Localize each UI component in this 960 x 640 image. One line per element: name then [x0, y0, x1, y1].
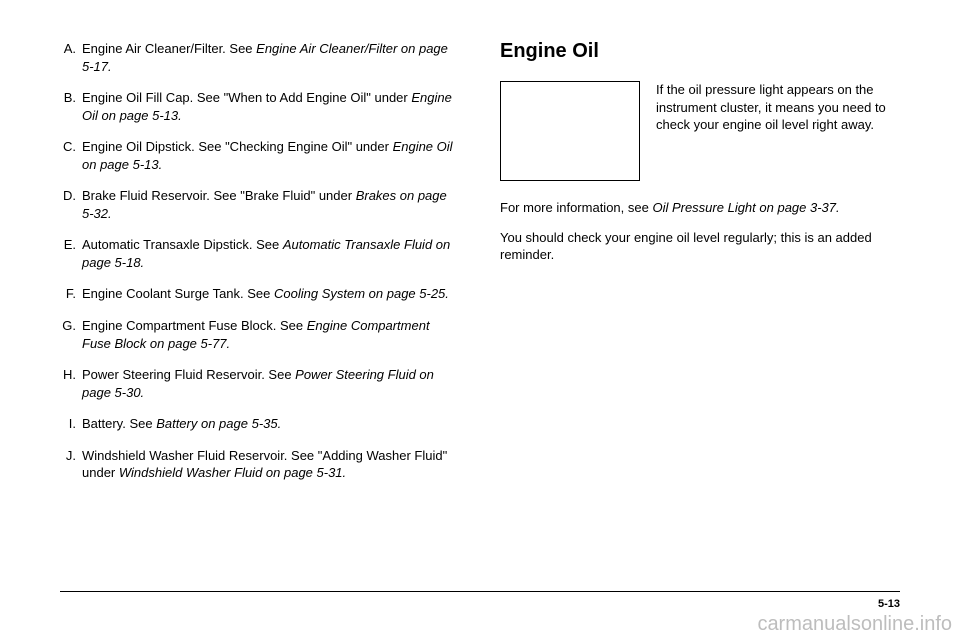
list-text: Engine Air Cleaner/Filter. See Engine Ai…	[82, 40, 460, 75]
paragraph: You should check your engine oil level r…	[500, 229, 900, 264]
list-text: Windshield Washer Fluid Reservoir. See "…	[82, 447, 460, 482]
page-number: 5-13	[878, 598, 900, 610]
list-text: Brake Fluid Reservoir. See "Brake Fluid"…	[82, 187, 460, 222]
list-letter: I.	[60, 415, 82, 433]
oil-pressure-light-image	[500, 81, 640, 181]
list-item: I.Battery. See Battery on page 5-35.	[60, 415, 460, 433]
list-item: B.Engine Oil Fill Cap. See "When to Add …	[60, 89, 460, 124]
list-item: C.Engine Oil Dipstick. See "Checking Eng…	[60, 138, 460, 173]
list-text: Engine Coolant Surge Tank. See Cooling S…	[82, 285, 460, 303]
footer-divider	[60, 591, 900, 592]
oil-block: If the oil pressure light appears on the…	[500, 81, 900, 181]
paragraph: For more information, see Oil Pressure L…	[500, 199, 900, 217]
list-letter: C.	[60, 138, 82, 173]
list-item: A.Engine Air Cleaner/Filter. See Engine …	[60, 40, 460, 75]
list-text: Automatic Transaxle Dipstick. See Automa…	[82, 236, 460, 271]
list-letter: E.	[60, 236, 82, 271]
list-letter: H.	[60, 366, 82, 401]
list-letter: G.	[60, 317, 82, 352]
list-item: H.Power Steering Fluid Reservoir. See Po…	[60, 366, 460, 401]
section-heading: Engine Oil	[500, 40, 900, 63]
left-column: A.Engine Air Cleaner/Filter. See Engine …	[60, 40, 460, 560]
page-content: A.Engine Air Cleaner/Filter. See Engine …	[60, 40, 900, 560]
list-text: Battery. See Battery on page 5-35.	[82, 415, 460, 433]
right-column: Engine Oil If the oil pressure light app…	[500, 40, 900, 560]
list-text: Engine Oil Fill Cap. See "When to Add En…	[82, 89, 460, 124]
list-letter: D.	[60, 187, 82, 222]
list-text: Power Steering Fluid Reservoir. See Powe…	[82, 366, 460, 401]
list-text: Engine Oil Dipstick. See "Checking Engin…	[82, 138, 460, 173]
watermark: carmanualsonline.info	[757, 613, 952, 636]
list-item: D.Brake Fluid Reservoir. See "Brake Flui…	[60, 187, 460, 222]
list-letter: B.	[60, 89, 82, 124]
oil-text: If the oil pressure light appears on the…	[656, 81, 900, 181]
list-letter: A.	[60, 40, 82, 75]
list-item: J.Windshield Washer Fluid Reservoir. See…	[60, 447, 460, 482]
list-item: E.Automatic Transaxle Dipstick. See Auto…	[60, 236, 460, 271]
list-item: F.Engine Coolant Surge Tank. See Cooling…	[60, 285, 460, 303]
list-letter: J.	[60, 447, 82, 482]
list-letter: F.	[60, 285, 82, 303]
list-item: G.Engine Compartment Fuse Block. See Eng…	[60, 317, 460, 352]
list-text: Engine Compartment Fuse Block. See Engin…	[82, 317, 460, 352]
